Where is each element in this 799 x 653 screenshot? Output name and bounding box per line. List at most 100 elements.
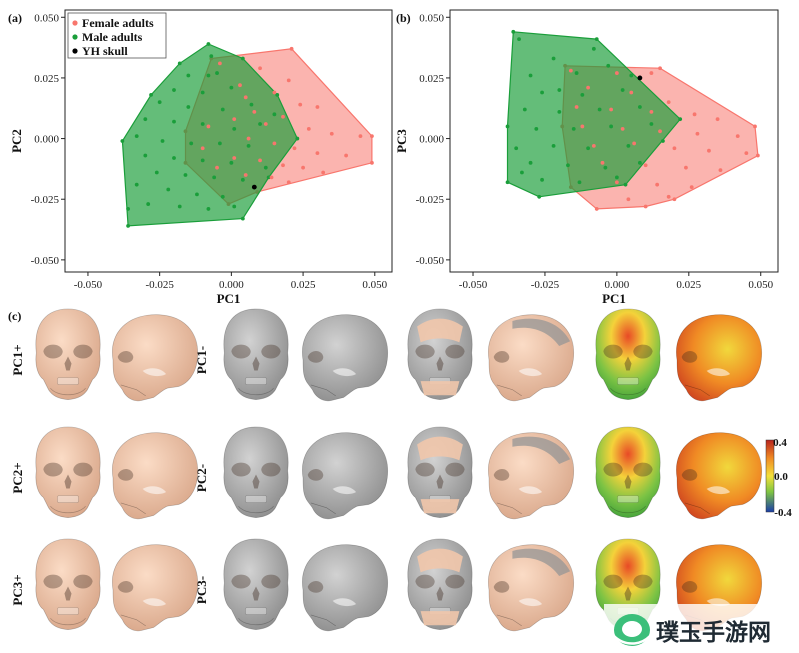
point-male: [212, 175, 217, 180]
cranium: [223, 308, 289, 400]
point-male: [172, 119, 176, 124]
hull-vertex-male: [623, 182, 628, 187]
point-female: [666, 100, 671, 105]
point-male: [517, 37, 521, 42]
zygomatic-gap: [332, 368, 357, 377]
point-female: [586, 85, 591, 90]
point-female: [689, 185, 694, 189]
hull-vertex-male: [537, 194, 542, 199]
cranium: [302, 314, 389, 402]
hull-vertex-female: [370, 160, 374, 165]
point-male: [186, 73, 191, 78]
teeth: [617, 495, 639, 503]
overlay-patch: [512, 318, 571, 346]
hull-vertex-male: [505, 180, 510, 185]
x-tick-label: -0.050: [74, 279, 103, 291]
teeth: [245, 607, 267, 615]
y-tick-label: 0.050: [34, 12, 59, 24]
eye-socket-left: [231, 462, 251, 477]
point-male: [195, 192, 199, 197]
jaw-line: [238, 387, 274, 396]
x-tick-label: 0.025: [676, 279, 701, 291]
point-female: [707, 148, 711, 153]
eye-socket-right: [73, 344, 93, 359]
zygomatic-gap: [142, 598, 167, 607]
zygomatic-gap: [518, 598, 543, 607]
row-label-negative: PC3-: [194, 576, 209, 604]
logo-inner: [622, 621, 642, 637]
cranium: [302, 432, 389, 520]
colorbar-mid-label: 0.0: [774, 471, 788, 483]
nasal-cavity: [624, 586, 632, 601]
point-female: [574, 105, 579, 109]
jaw-line: [684, 384, 710, 397]
point-male: [591, 46, 596, 51]
x-tick-label: -0.025: [531, 279, 560, 291]
jaw-line: [496, 502, 522, 515]
teeth: [245, 377, 267, 385]
eye-socket-left: [415, 574, 435, 589]
nasal-cavity: [436, 586, 444, 601]
hull-vertex-male: [678, 117, 683, 122]
row-label-negative: PC2-: [194, 464, 209, 492]
eye-socket: [493, 469, 510, 481]
cranium: [595, 426, 661, 518]
point-male: [629, 73, 634, 78]
point-male: [649, 122, 654, 126]
jaw-line: [120, 502, 146, 515]
skull-side-overlay: [488, 432, 575, 520]
hull-vertex-male: [511, 29, 516, 34]
point-female: [568, 68, 573, 73]
teeth: [57, 607, 79, 615]
point-male: [603, 165, 608, 170]
panel-letter: (c): [8, 309, 21, 323]
point-female: [672, 146, 677, 151]
skull-front-pos: [35, 308, 101, 400]
point-male: [637, 160, 642, 165]
jaw-line: [610, 387, 646, 396]
point-female: [626, 197, 631, 202]
hull-vertex-female: [658, 66, 662, 71]
skull-side-heatmap: [676, 314, 763, 402]
eye-socket-left: [415, 344, 435, 359]
point-female: [600, 160, 605, 165]
eye-socket: [307, 351, 324, 363]
point-male: [217, 141, 222, 146]
eye-socket-right: [445, 462, 465, 477]
point-male: [609, 124, 614, 129]
point-female: [715, 117, 720, 122]
eye-socket-left: [43, 462, 63, 477]
point-female: [258, 158, 262, 163]
teeth: [57, 377, 79, 385]
point-male: [146, 202, 151, 206]
x-tick-label: 0.025: [291, 279, 316, 291]
hull-vertex-male: [177, 61, 182, 66]
point-female: [206, 124, 211, 129]
point-female: [246, 136, 251, 141]
point-male: [229, 85, 234, 90]
hull-vertex-male: [295, 136, 300, 141]
skull-side-neg: [302, 432, 389, 520]
zygomatic-gap: [332, 598, 357, 607]
teeth: [57, 495, 79, 503]
hull-vertex-female: [753, 124, 757, 129]
point-male: [215, 71, 219, 75]
cranium: [223, 538, 289, 630]
eye-socket-right: [73, 462, 93, 477]
point-male: [200, 90, 205, 95]
x-tick-label: -0.025: [145, 279, 174, 291]
hull-vertex-female: [755, 153, 760, 158]
skull-front-overlay: [407, 426, 473, 518]
eye-socket-left: [43, 344, 63, 359]
overlay-patch: [417, 436, 463, 514]
point-male: [134, 134, 139, 139]
eye-socket-left: [603, 574, 623, 589]
point-female: [281, 114, 285, 119]
plot-frame: [64, 9, 393, 273]
watermark: 璞玉手游网: [604, 604, 799, 653]
hull-vertex-male: [206, 42, 211, 46]
point-male: [166, 187, 171, 192]
point-male: [586, 146, 591, 151]
point-male: [160, 139, 165, 143]
